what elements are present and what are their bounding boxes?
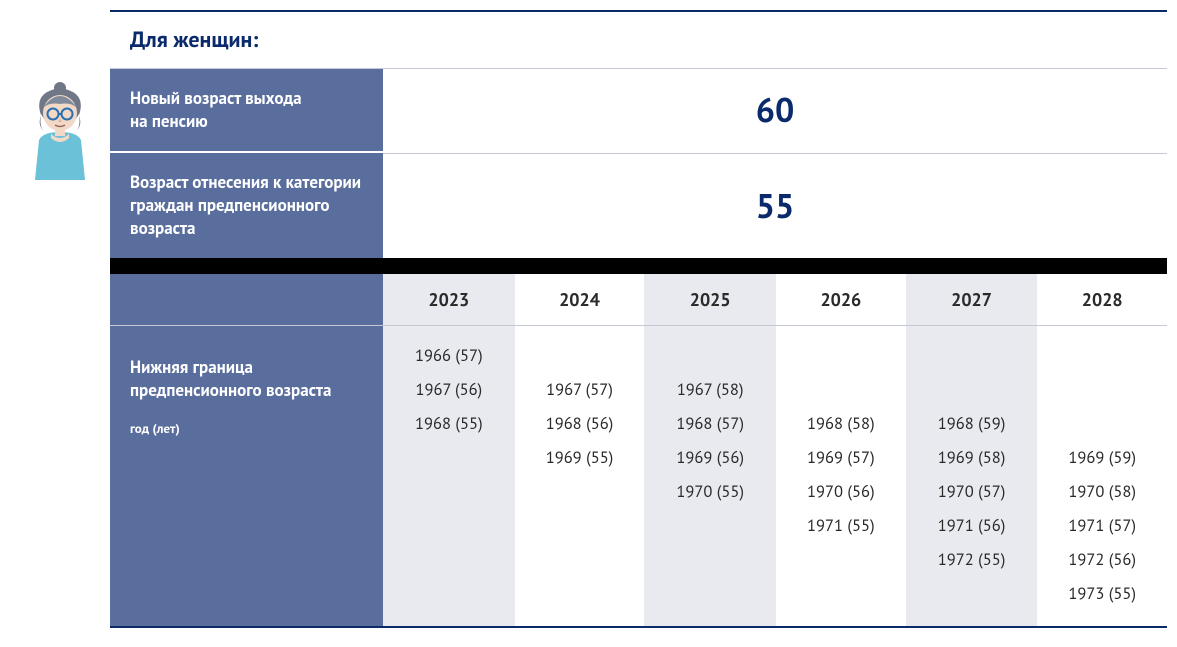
section-title: Для женщин: <box>110 12 1167 68</box>
data-column: 1967 (57)1968 (56)1969 (55) <box>514 326 645 626</box>
year-header-row: 202320242025202620272028 <box>110 274 1167 326</box>
entry-spacer <box>515 338 645 372</box>
table-entry: 1972 (56) <box>1037 542 1167 576</box>
table-entry: 1968 (56) <box>515 406 645 440</box>
year-header: 2028 <box>1036 274 1167 325</box>
table-entry: 1971 (57) <box>1037 508 1167 542</box>
table-entry: 1968 (55) <box>384 406 514 440</box>
table-entry: 1969 (56) <box>645 440 775 474</box>
table-entry: 1967 (56) <box>384 372 514 406</box>
row-label-main: Нижняя граница предпенсионного возраста <box>130 356 331 401</box>
table-entry: 1967 (58) <box>645 372 775 406</box>
entry-spacer <box>645 338 775 372</box>
entry-spacer <box>1037 338 1167 372</box>
year-header: 2024 <box>514 274 645 325</box>
row-label: Нижняя граница предпенсионного возраста … <box>110 326 383 626</box>
table-entry: 1973 (55) <box>1037 576 1167 610</box>
entry-spacer <box>907 372 1037 406</box>
info-value: 55 <box>383 153 1167 258</box>
table-entry: 1972 (55) <box>907 542 1037 576</box>
entry-spacer <box>776 372 906 406</box>
info-label: Новый возраст выхода на пенсию <box>110 69 383 151</box>
row-label-sub: год (лет) <box>130 420 363 438</box>
table-entry: 1967 (57) <box>515 372 645 406</box>
table-entry: 1969 (59) <box>1037 440 1167 474</box>
divider-black <box>110 258 1167 274</box>
info-row-retirement-age: Новый возраст выхода на пенсию 60 <box>110 68 1167 151</box>
data-column: 1968 (59)1969 (58)1970 (57)1971 (56)1972… <box>906 326 1037 626</box>
table-entry: 1968 (59) <box>907 406 1037 440</box>
table-entry: 1970 (55) <box>645 474 775 508</box>
data-column: 1967 (58)1968 (57)1969 (56)1970 (55) <box>644 326 775 626</box>
table-entry: 1971 (55) <box>776 508 906 542</box>
entry-spacer <box>1037 372 1167 406</box>
year-header: 2027 <box>906 274 1037 325</box>
bottom-table: 202320242025202620272028 Нижняя граница … <box>110 274 1167 628</box>
table-entry: 1970 (56) <box>776 474 906 508</box>
table-entry: 1970 (57) <box>907 474 1037 508</box>
data-row: Нижняя граница предпенсионного возраста … <box>110 326 1167 626</box>
entry-spacer <box>907 338 1037 372</box>
table-entry: 1968 (57) <box>645 406 775 440</box>
data-column: 1968 (58)1969 (57)1970 (56)1971 (55) <box>775 326 906 626</box>
entry-spacer <box>776 338 906 372</box>
top-section: Для женщин: Новый возраст выхода на пенс… <box>110 10 1167 258</box>
table-entry: 1969 (55) <box>515 440 645 474</box>
table-entry: 1969 (58) <box>907 440 1037 474</box>
year-header: 2023 <box>383 274 514 325</box>
woman-icon <box>21 80 99 185</box>
year-header: 2025 <box>644 274 775 325</box>
woman-icon-container <box>10 10 110 628</box>
info-value: 60 <box>383 69 1167 151</box>
table-entry: 1971 (56) <box>907 508 1037 542</box>
info-row-preretirement-age: Возраст отнесения к категории граждан пр… <box>110 151 1167 258</box>
info-label: Возраст отнесения к категории граждан пр… <box>110 153 383 258</box>
year-header: 2026 <box>775 274 906 325</box>
header-spacer <box>110 274 383 325</box>
entry-spacer <box>1037 406 1167 440</box>
data-column: 1969 (59)1970 (58)1971 (57)1972 (56)1973… <box>1036 326 1167 626</box>
table-entry: 1966 (57) <box>384 338 514 372</box>
table-entry: 1969 (57) <box>776 440 906 474</box>
data-column: 1966 (57)1967 (56)1968 (55) <box>383 326 514 626</box>
table-entry: 1970 (58) <box>1037 474 1167 508</box>
table-entry: 1968 (58) <box>776 406 906 440</box>
